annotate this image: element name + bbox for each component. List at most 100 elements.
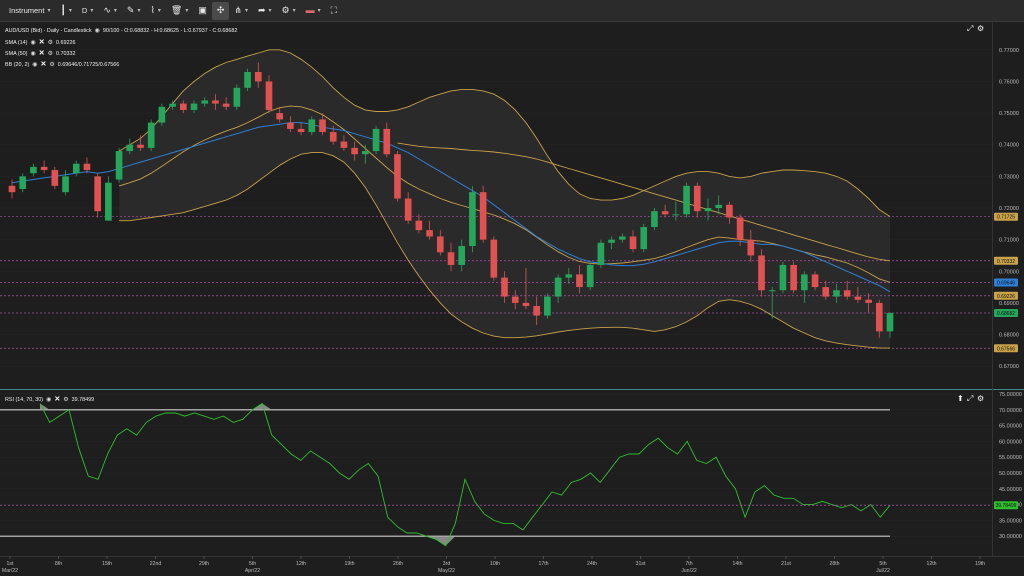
candle-body (790, 264, 797, 291)
delete-button[interactable]: 🗑︎ ▾ (166, 2, 193, 20)
sma14-label: SMA (14) (5, 39, 28, 46)
candle-body (672, 214, 680, 216)
maximize-pane-icon[interactable]: ⤢ (967, 394, 974, 403)
gear-icon: ⚙ (281, 5, 290, 15)
chevron-down-icon: ▾ (317, 8, 321, 14)
eye-icon[interactable]: ◉ (30, 51, 36, 57)
candle-body (544, 296, 551, 316)
time-tick-sublabel: Mar/22 (2, 568, 18, 574)
price-tag (994, 256, 1018, 265)
time-tick-label: 7th (685, 561, 692, 567)
candle-body (501, 277, 508, 297)
price-tick-label: 0.74000 (999, 143, 1019, 149)
candle-body (833, 290, 840, 297)
chart-area[interactable]: 0.77000 0.76000 0.75000 0.74000 0.73000 0.720… (0, 22, 1024, 576)
settings-button[interactable]: ⚙ ▾ (277, 2, 301, 20)
move-up-icon[interactable]: ⬆ (957, 394, 964, 403)
candle-body (661, 211, 669, 215)
candle-body (72, 163, 80, 174)
close-icon[interactable]: ✕ (38, 50, 45, 57)
close-icon[interactable]: ✕ (38, 39, 45, 46)
candle-body (297, 128, 305, 133)
price-tick-label: 0.70000 (999, 269, 1019, 275)
chevron-down-icon: ▾ (90, 8, 94, 14)
rsi-value-tag-label: 39.78499 (996, 503, 1017, 509)
eye-icon[interactable]: ◉ (32, 62, 38, 68)
rsi-tick-label: 50.00000 (999, 471, 1022, 477)
maximize-pane-icon[interactable]: ⤢ (967, 24, 974, 33)
settings-pane-icon[interactable]: ⚙ (977, 24, 985, 33)
shapes-button[interactable]: ⌇ ▾ (145, 2, 165, 20)
candle-body (640, 226, 648, 250)
candle-body (222, 103, 230, 107)
candle-body (822, 287, 830, 297)
candle-type-button[interactable]: ┃ ▾ (55, 2, 76, 20)
gear-icon[interactable]: ⚙ (47, 51, 53, 57)
bb-upper-line (118, 49, 891, 217)
crosshair-icon: ✣ (216, 5, 225, 15)
candle-body (736, 217, 744, 240)
gear-icon[interactable]: ⚙ (63, 397, 69, 403)
gear-icon[interactable]: ⚙ (47, 40, 53, 46)
eye-icon[interactable]: ◉ (46, 397, 52, 403)
instrument-selector[interactable]: Instrument ▾ (4, 2, 55, 20)
candle-body (458, 245, 466, 265)
layout-icon: ▣ (198, 5, 207, 15)
language-button[interactable]: ▬ ▾ (301, 2, 326, 20)
eye-icon[interactable]: ◉ (30, 40, 36, 46)
chevron-down-icon: ▾ (157, 8, 161, 14)
time-tick-label: 19th (975, 561, 985, 567)
candle-body (522, 302, 530, 307)
candle-body (576, 274, 583, 288)
candle-body (779, 264, 787, 291)
main-series-label: AUD/USD (Bid) - Daily - Candlestick (5, 27, 92, 34)
price-tag (994, 308, 1018, 317)
time-tick-label: 8th (55, 561, 62, 567)
settings-pane-icon[interactable]: ⚙ (977, 394, 985, 403)
candle-body (415, 220, 423, 231)
candle-body (447, 252, 455, 265)
fullscreen-button[interactable]: ⛶ (326, 2, 342, 20)
candle-body (811, 274, 819, 288)
time-tick-label: 17th (538, 561, 548, 567)
candle-body (201, 100, 209, 104)
chart-canvas[interactable]: 0.77000 0.76000 0.75000 0.74000 0.73000 0.720… (0, 22, 1024, 576)
candle-body (276, 113, 284, 120)
time-tick-sublabel: Jul/22 (876, 568, 890, 574)
candle-body (179, 103, 187, 110)
candle-body (651, 211, 658, 227)
candle-body (768, 290, 776, 292)
fit-button[interactable]: ✣ (211, 1, 230, 20)
indicators-button[interactable]: ∿ ▾ (98, 2, 122, 20)
main-legend: AUD/USD (Bid) - Daily - Candlestick ◉ 90… (5, 27, 237, 35)
layout-button[interactable]: ▣ (193, 2, 212, 20)
candle-body (372, 128, 380, 152)
candle-body (394, 154, 401, 199)
price-tag-label: 0.70332 (997, 259, 1015, 265)
share-button[interactable]: ➦ ▾ (253, 2, 277, 20)
rsi-label: RSI (14, 70, 30) (5, 396, 44, 403)
candle-body (308, 119, 316, 133)
time-tick-label: 19th (344, 561, 354, 567)
sma50-label: SMA (50) (5, 50, 28, 57)
gear-icon[interactable]: ⚙ (49, 62, 55, 68)
price-tick-label: 0.77000 (999, 48, 1019, 54)
candle-body (62, 176, 69, 193)
rsi-tick-label: 35.00000 (999, 518, 1022, 524)
candle-body (329, 132, 337, 142)
magnet-button[interactable]: ⋔ ▾ (229, 2, 253, 20)
toolbar: Instrument ▾ ┃ ▾ D ▾ ∿ ▾ ✎ ▾ ⌇ ▾ 🗑︎ ▾ ▣ … (0, 0, 1024, 22)
candle-body (83, 163, 91, 171)
close-icon[interactable]: ✕ (40, 61, 47, 68)
candle-body (875, 302, 883, 332)
candle-body (244, 71, 251, 88)
candle-body (490, 239, 498, 278)
eye-icon[interactable]: ◉ (94, 28, 100, 34)
drawing-tools-button[interactable]: ✎ ▾ (122, 2, 146, 20)
candle-body (801, 274, 808, 291)
candle-body (51, 170, 59, 186)
price-tag-label: 0.71725 (997, 215, 1015, 221)
price-tag (994, 291, 1018, 300)
timeframe-selector[interactable]: D ▾ (77, 2, 98, 20)
close-icon[interactable]: ✕ (54, 396, 61, 403)
